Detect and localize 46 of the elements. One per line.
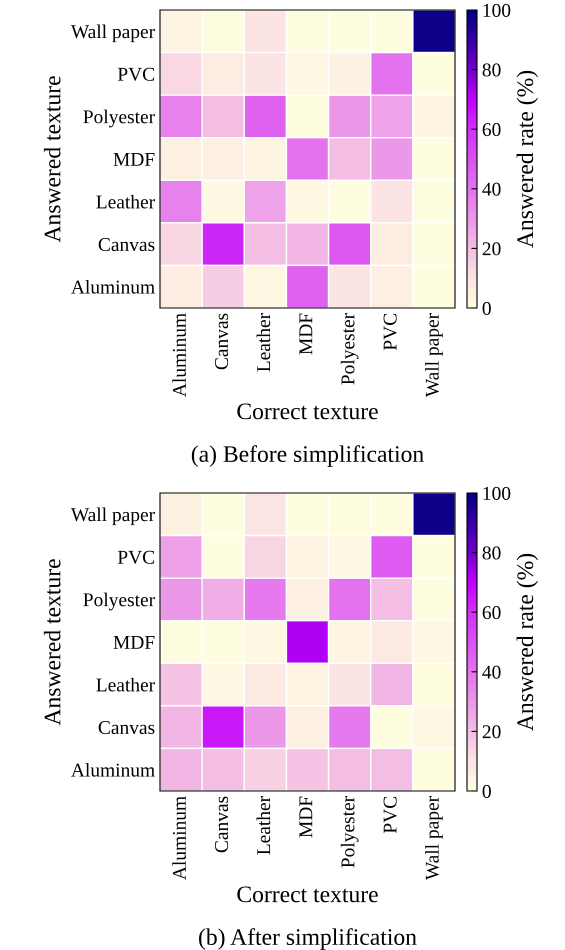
x-axis-title: Correct texture	[237, 403, 378, 420]
color-bar-title: Answered rate (%)	[516, 70, 538, 248]
x-axis-title: Correct texture	[237, 886, 378, 902]
y-tick-label: Wall paper	[70, 24, 155, 42]
color-bar-label: 40	[482, 666, 501, 679]
text: (b) After simplification	[199, 928, 417, 950]
y-tick-label: MDF	[114, 153, 154, 166]
y-tick-label: Canvas	[98, 721, 154, 734]
x-tick-label: PVC	[384, 796, 397, 834]
x-tick-label: Polyester	[340, 313, 358, 385]
color-bar-label: 20	[482, 242, 501, 256]
y-axis-title: Answered texture	[44, 76, 61, 242]
color-bar-label: 80	[482, 63, 501, 77]
x-tick-label: Wall paper	[425, 796, 443, 880]
x-tick-label: Polyester	[340, 796, 358, 868]
x-tick-label: MDF	[299, 796, 312, 838]
color-bar-label: 100	[484, 486, 510, 500]
y-tick-label: MDF	[114, 636, 154, 649]
x-tick-label: Leather	[256, 313, 270, 372]
x-tick-label: Canvas	[215, 314, 228, 370]
y-tick-label: Wall paper	[70, 508, 155, 526]
color-bar-label: 80	[482, 546, 501, 560]
x-tick-label: Leather	[256, 796, 270, 855]
y-tick-label: Polyester	[83, 110, 155, 128]
y-tick-label: Leather	[96, 678, 155, 692]
color-bar-label: 60	[482, 606, 501, 620]
y-tick-label: Aluminum	[71, 762, 155, 777]
x-tick-label: Wall paper	[425, 313, 443, 398]
color-bar-label: 60	[482, 123, 501, 136]
x-tick-label: MDF	[299, 314, 312, 354]
y-tick-label: Leather	[96, 194, 155, 209]
y-axis-title: Answered texture	[44, 559, 61, 726]
color-bar-label: 40	[482, 182, 501, 196]
y-tick-label: PVC	[118, 550, 154, 564]
color-bar-title: Answered rate (%)	[516, 554, 538, 731]
x-tick-label: PVC	[384, 314, 397, 350]
x-tick-label: Canvas	[215, 796, 228, 852]
y-tick-label: Canvas	[98, 238, 154, 252]
color-bar-label: 0	[482, 784, 491, 798]
y-tick-label: Polyester	[83, 592, 155, 610]
text: (a) Before simplification	[192, 445, 424, 467]
y-tick-label: PVC	[118, 68, 154, 81]
color-bar-label: 20	[482, 725, 501, 738]
color-bar-label: 100	[484, 4, 510, 17]
y-tick-label: Aluminum	[71, 280, 155, 294]
color-bar-label: 0	[482, 302, 491, 315]
